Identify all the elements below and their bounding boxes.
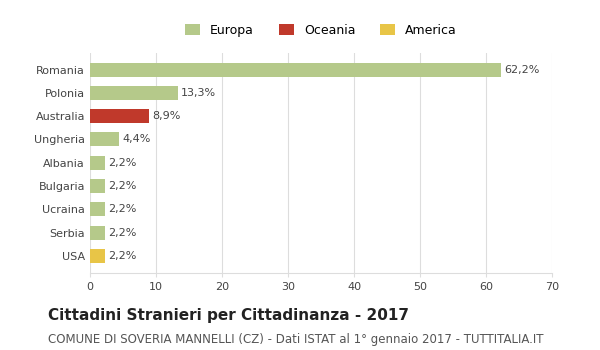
Text: 62,2%: 62,2%	[504, 64, 539, 75]
Bar	[90, 226, 104, 240]
Text: 2,2%: 2,2%	[108, 204, 136, 214]
Bar	[90, 86, 178, 100]
Text: 8,9%: 8,9%	[152, 111, 181, 121]
Text: 2,2%: 2,2%	[108, 158, 136, 168]
Text: Cittadini Stranieri per Cittadinanza - 2017: Cittadini Stranieri per Cittadinanza - 2…	[48, 308, 409, 323]
Bar	[90, 156, 104, 170]
Bar	[90, 249, 104, 263]
Bar	[90, 202, 104, 216]
Text: 4,4%: 4,4%	[122, 134, 151, 145]
Bar	[90, 109, 149, 123]
Bar	[90, 63, 500, 77]
Text: 2,2%: 2,2%	[108, 228, 136, 238]
Text: 13,3%: 13,3%	[181, 88, 216, 98]
Bar	[90, 132, 119, 146]
Text: 2,2%: 2,2%	[108, 181, 136, 191]
Text: COMUNE DI SOVERIA MANNELLI (CZ) - Dati ISTAT al 1° gennaio 2017 - TUTTITALIA.IT: COMUNE DI SOVERIA MANNELLI (CZ) - Dati I…	[48, 332, 544, 345]
Text: 2,2%: 2,2%	[108, 251, 136, 261]
Legend: Europa, Oceania, America: Europa, Oceania, America	[180, 19, 462, 42]
Bar	[90, 179, 104, 193]
